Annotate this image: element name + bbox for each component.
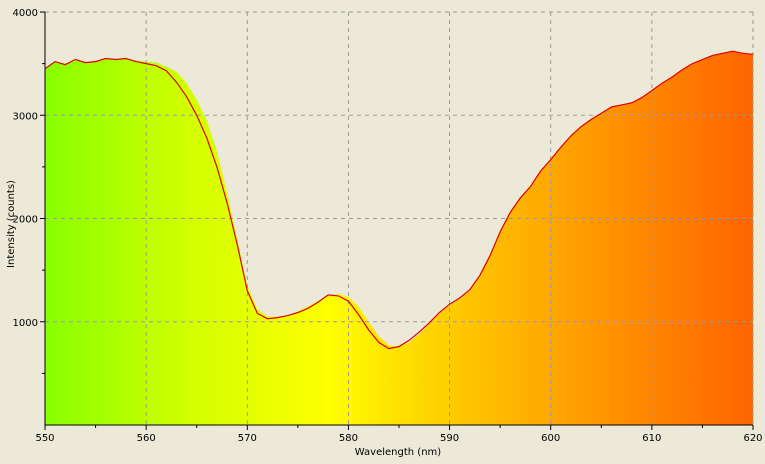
x-tick-label: 590	[440, 433, 459, 444]
x-tick-label: 570	[238, 433, 257, 444]
y-tick-label: 3000	[13, 111, 38, 122]
x-tick-label: 610	[642, 433, 661, 444]
spectrum-line	[44, 50, 754, 350]
x-tick-label: 550	[35, 433, 54, 444]
y-tick-label: 1000	[13, 318, 38, 329]
x-tick-label: 580	[339, 433, 358, 444]
spectrum-fill-area	[45, 51, 753, 425]
y-axis-title: Intensity (counts)	[6, 180, 17, 268]
x-tick-label: 600	[541, 433, 560, 444]
x-tick-label: 560	[137, 433, 156, 444]
y-tick-label: 2000	[13, 215, 38, 226]
y-tick-label: 4000	[13, 8, 38, 19]
x-tick-label: 620	[743, 433, 762, 444]
x-axis-title: Wavelength (nm)	[355, 447, 441, 458]
